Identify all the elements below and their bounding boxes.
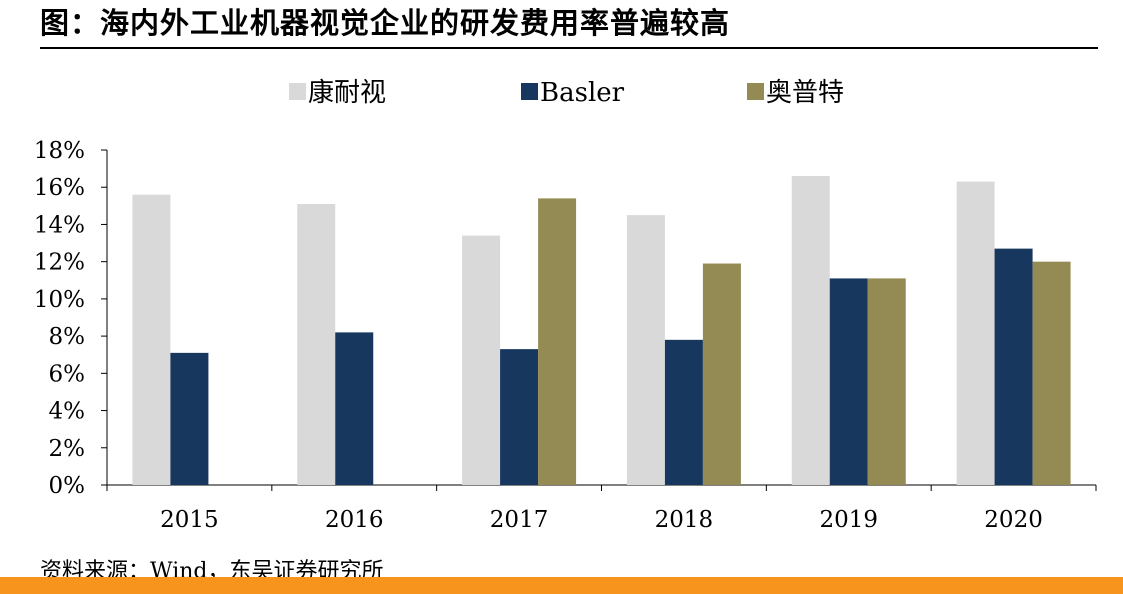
legend-swatch — [747, 83, 764, 100]
y-tick-label: 4% — [49, 399, 86, 425]
y-tick-label: 2% — [49, 436, 86, 462]
y-tick-label: 14% — [34, 212, 85, 238]
bar — [829, 278, 868, 485]
bar — [538, 198, 577, 485]
x-tick-label: 2018 — [655, 507, 714, 533]
bar — [702, 263, 741, 485]
bar — [462, 235, 501, 485]
legend-label: 康耐视 — [308, 78, 386, 108]
bar — [956, 181, 995, 485]
x-tick-label: 2015 — [160, 507, 219, 533]
bar — [132, 194, 171, 485]
y-tick-label: 6% — [49, 361, 86, 387]
bar — [1032, 261, 1071, 485]
bar — [867, 278, 906, 485]
bar — [626, 215, 665, 485]
y-tick-label: 0% — [49, 473, 86, 499]
y-tick-label: 16% — [34, 175, 85, 201]
bar — [994, 248, 1033, 485]
legend-swatch — [289, 83, 306, 100]
legend-label: 奥普特 — [766, 78, 844, 108]
y-tick-label: 8% — [49, 324, 86, 350]
y-tick-label: 18% — [34, 138, 85, 164]
bar — [170, 352, 209, 485]
bar — [335, 332, 374, 485]
bar — [664, 339, 703, 485]
bar — [791, 176, 830, 486]
bar — [297, 203, 336, 485]
x-tick-label: 2019 — [819, 507, 878, 533]
y-tick-label: 12% — [34, 250, 85, 276]
footer-bar — [0, 577, 1123, 594]
legend-swatch — [521, 83, 538, 100]
legend-label: Basler — [540, 78, 625, 108]
x-tick-label: 2017 — [490, 507, 549, 533]
title-divider — [40, 47, 1098, 49]
bar — [500, 349, 539, 485]
x-tick-label: 2020 — [984, 507, 1043, 533]
y-tick-label: 10% — [34, 287, 85, 313]
chart-title: 图：海内外工业机器视觉企业的研发费用率普遍较高 — [40, 6, 731, 40]
x-tick-label: 2016 — [325, 507, 384, 533]
